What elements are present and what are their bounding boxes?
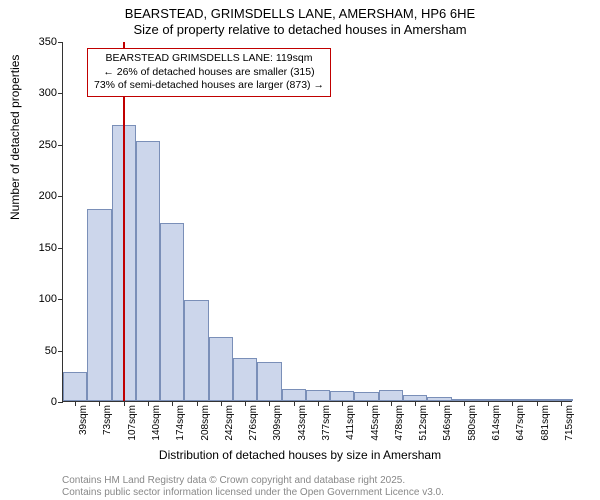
x-tick-label: 309sqm xyxy=(272,405,283,441)
y-tick-mark xyxy=(58,93,63,94)
histogram-bar xyxy=(87,209,111,401)
histogram-bar xyxy=(306,390,330,401)
histogram-bar xyxy=(379,390,403,401)
x-tick-label: 411sqm xyxy=(345,405,356,440)
x-tick-label: 73sqm xyxy=(102,405,113,435)
histogram-chart: BEARSTEAD, GRIMSDELLS LANE, AMERSHAM, HP… xyxy=(0,0,600,500)
x-tick-mark xyxy=(124,401,125,406)
x-tick-mark xyxy=(488,401,489,406)
histogram-bar xyxy=(63,372,87,401)
y-tick-label: 100 xyxy=(23,293,63,305)
x-tick-mark xyxy=(342,401,343,406)
x-tick-mark xyxy=(318,401,319,406)
x-tick-mark xyxy=(148,401,149,406)
x-tick-mark xyxy=(391,401,392,406)
y-axis-label: Number of detached properties xyxy=(8,55,22,220)
y-tick-label: 250 xyxy=(23,139,63,151)
x-tick-label: 377sqm xyxy=(321,405,332,441)
x-tick-mark xyxy=(172,401,173,406)
x-tick-label: 39sqm xyxy=(78,405,89,435)
x-tick-mark xyxy=(561,401,562,406)
x-tick-mark xyxy=(269,401,270,406)
histogram-bar xyxy=(257,362,281,401)
x-tick-mark xyxy=(245,401,246,406)
y-tick-label: 350 xyxy=(23,36,63,48)
x-tick-mark xyxy=(221,401,222,406)
x-tick-mark xyxy=(75,401,76,406)
y-tick-mark xyxy=(58,299,63,300)
y-tick-mark xyxy=(58,145,63,146)
histogram-bar xyxy=(330,391,354,401)
x-tick-label: 276sqm xyxy=(248,405,259,441)
y-tick-label: 0 xyxy=(23,396,63,408)
annotation-line3: 73% of semi-detached houses are larger (… xyxy=(94,79,324,93)
y-tick-mark xyxy=(58,196,63,197)
y-tick-mark xyxy=(58,248,63,249)
annotation-line2: ← 26% of detached houses are smaller (31… xyxy=(94,66,324,80)
y-tick-mark xyxy=(58,351,63,352)
histogram-bar xyxy=(233,358,257,401)
x-axis-label: Distribution of detached houses by size … xyxy=(0,448,600,462)
y-tick-label: 200 xyxy=(23,190,63,202)
x-tick-label: 681sqm xyxy=(540,405,551,441)
y-tick-mark xyxy=(58,402,63,403)
y-tick-label: 150 xyxy=(23,242,63,254)
x-tick-label: 208sqm xyxy=(200,405,211,441)
x-tick-label: 140sqm xyxy=(151,405,162,441)
x-tick-mark xyxy=(537,401,538,406)
x-tick-mark xyxy=(439,401,440,406)
x-tick-label: 614sqm xyxy=(491,405,502,441)
histogram-bar xyxy=(184,300,208,401)
footer-line1: Contains HM Land Registry data © Crown c… xyxy=(62,475,405,486)
x-tick-label: 715sqm xyxy=(564,405,575,441)
annotation-box: BEARSTEAD GRIMSDELLS LANE: 119sqm ← 26% … xyxy=(87,48,331,97)
plot-area: 05010015020025030035039sqm73sqm107sqm140… xyxy=(62,42,572,402)
x-tick-label: 512sqm xyxy=(418,405,429,441)
histogram-bar xyxy=(136,141,160,401)
histogram-bar xyxy=(282,389,306,401)
x-tick-label: 343sqm xyxy=(297,405,308,441)
x-tick-mark xyxy=(464,401,465,406)
x-tick-label: 174sqm xyxy=(175,405,186,441)
x-tick-mark xyxy=(294,401,295,406)
x-tick-label: 478sqm xyxy=(394,405,405,441)
x-tick-label: 647sqm xyxy=(515,405,526,441)
chart-title-sub: Size of property relative to detached ho… xyxy=(0,22,600,37)
x-tick-mark xyxy=(512,401,513,406)
histogram-bar xyxy=(354,392,378,401)
histogram-bar xyxy=(160,223,184,401)
footer-line2: Contains public sector information licen… xyxy=(62,487,444,498)
y-tick-label: 50 xyxy=(23,345,63,357)
x-tick-mark xyxy=(367,401,368,406)
annotation-line1: BEARSTEAD GRIMSDELLS LANE: 119sqm xyxy=(94,52,324,66)
x-tick-label: 242sqm xyxy=(224,405,235,441)
chart-title-main: BEARSTEAD, GRIMSDELLS LANE, AMERSHAM, HP… xyxy=(0,6,600,21)
x-tick-label: 546sqm xyxy=(442,405,453,441)
x-tick-mark xyxy=(99,401,100,406)
y-tick-mark xyxy=(58,42,63,43)
x-tick-mark xyxy=(197,401,198,406)
x-tick-label: 445sqm xyxy=(370,405,381,441)
y-tick-label: 300 xyxy=(23,87,63,99)
histogram-bar xyxy=(209,337,233,401)
x-tick-label: 580sqm xyxy=(467,405,478,441)
x-tick-mark xyxy=(415,401,416,406)
x-tick-label: 107sqm xyxy=(127,405,138,441)
